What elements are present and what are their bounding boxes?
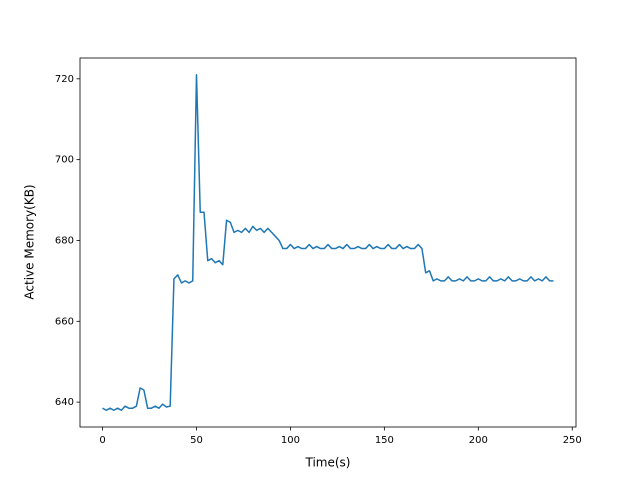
x-tick-label: 100 bbox=[281, 435, 300, 446]
x-tick-label: 0 bbox=[99, 435, 105, 446]
x-axis-label: Time(s) bbox=[305, 456, 351, 470]
plot-frame bbox=[79, 57, 577, 428]
y-tick-label: 720 bbox=[55, 74, 74, 85]
x-tick-label: 50 bbox=[190, 435, 203, 446]
y-tick-label: 680 bbox=[55, 235, 74, 246]
y-tick-label: 640 bbox=[55, 397, 74, 408]
line-series bbox=[102, 74, 554, 411]
y-tick-label: 700 bbox=[55, 155, 74, 166]
y-tick-label: 660 bbox=[55, 316, 74, 327]
x-tick-label: 150 bbox=[375, 435, 394, 446]
y-axis-label: Active Memory(KB) bbox=[23, 184, 37, 299]
x-tick-label: 250 bbox=[563, 435, 582, 446]
x-tick-label: 200 bbox=[469, 435, 488, 446]
